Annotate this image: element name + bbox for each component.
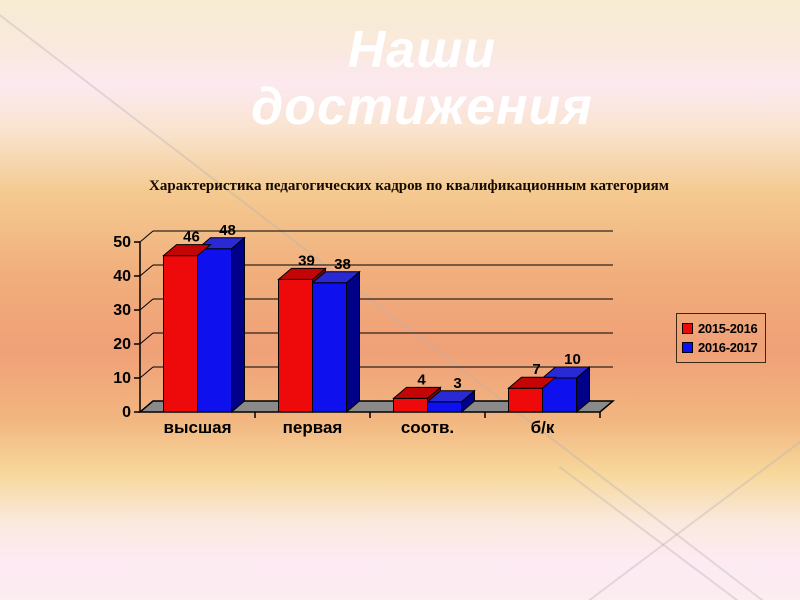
bar-top (426, 390, 476, 403)
data-label: 3 (453, 375, 461, 392)
y-tick-label: 10 (113, 370, 131, 387)
bar-series2 (312, 282, 347, 413)
y-tick-label: 50 (113, 234, 131, 251)
data-label: 39 (298, 252, 315, 269)
bar-series1 (508, 387, 543, 413)
y-tick-label: 40 (113, 268, 131, 285)
bar-series1 (393, 397, 428, 413)
bar-series1 (278, 278, 313, 413)
category-label: высшая (164, 418, 232, 437)
data-label: 48 (219, 222, 236, 239)
grid-connector (139, 332, 154, 345)
category-label: соотв. (401, 418, 454, 437)
bar-top (277, 267, 327, 280)
chart-title: Характеристика педагогических кадров по … (149, 178, 669, 194)
legend-label: 2015-2016 (698, 321, 758, 336)
series2-color-swatch (682, 342, 693, 353)
grid-connector (139, 366, 154, 379)
y-tick-label: 30 (113, 302, 131, 319)
bar-top (392, 386, 442, 399)
grid-connector (139, 264, 154, 277)
diagonal-decor-line (556, 437, 800, 600)
category-label: б/к (531, 418, 555, 437)
bar-side (231, 236, 245, 414)
qualification-bar-chart: Характеристика педагогических кадров по … (90, 176, 702, 442)
y-tick-label: 0 (122, 404, 131, 421)
bar-series1 (163, 255, 198, 413)
chart-legend: 2015-2016 2016-2017 (676, 313, 766, 363)
data-label: 10 (564, 351, 581, 368)
data-label: 4 (417, 371, 426, 388)
bar-top (541, 366, 591, 379)
data-label: 46 (183, 229, 200, 246)
category-label: первая (283, 418, 343, 437)
bar-chart-canvas: 0 10 20 30 40 50 высшая первая соотв. б/к 46 48 39 38… (113, 222, 616, 437)
bar-series2 (197, 248, 232, 413)
slide-title: Наши достижения (0, 22, 800, 136)
bar-side (346, 270, 360, 414)
bar-series2 (427, 401, 462, 413)
bar-top (162, 244, 212, 257)
data-label: 38 (334, 256, 351, 273)
y-tick-label: 20 (113, 336, 131, 353)
bar-top (507, 376, 557, 389)
slide-title-line1: Наши (347, 21, 497, 79)
grid-connector (139, 230, 154, 243)
legend-item: 2016-2017 (682, 340, 760, 355)
grid-connector (139, 298, 154, 311)
slide-title-line2: достижения (251, 78, 593, 136)
bar-top (311, 271, 361, 284)
legend-label: 2016-2017 (698, 340, 758, 355)
legend-item: 2015-2016 (682, 321, 760, 336)
series1-color-swatch (682, 323, 693, 334)
data-label: 7 (532, 361, 540, 378)
